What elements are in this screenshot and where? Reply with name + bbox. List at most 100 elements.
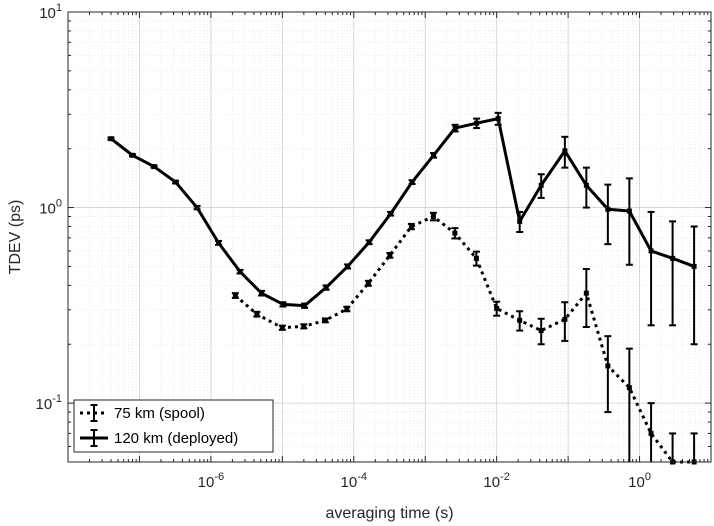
error-bar bbox=[321, 317, 329, 324]
data-point bbox=[323, 285, 329, 291]
data-point bbox=[254, 311, 260, 317]
series-0 bbox=[231, 211, 698, 465]
error-bar bbox=[625, 177, 633, 266]
error-bar bbox=[408, 179, 416, 185]
data-point bbox=[562, 316, 568, 322]
data-point bbox=[216, 240, 222, 246]
error-bar bbox=[279, 301, 287, 308]
error-bar bbox=[301, 302, 309, 309]
data-point bbox=[473, 255, 479, 261]
error-bar bbox=[215, 239, 223, 246]
data-point bbox=[517, 317, 523, 323]
data-point bbox=[670, 255, 676, 261]
legend-swatch-spool bbox=[80, 404, 108, 422]
data-point bbox=[388, 211, 394, 217]
error-bar bbox=[582, 166, 590, 209]
series-1 bbox=[107, 111, 698, 346]
error-bar bbox=[430, 152, 438, 159]
data-point bbox=[605, 363, 611, 369]
data-point bbox=[151, 164, 157, 170]
y-axis-label: TDEV (ps) bbox=[7, 200, 24, 275]
error-bar bbox=[150, 164, 158, 170]
x-axis-label: averaging time (s) bbox=[325, 505, 453, 522]
error-bar bbox=[231, 292, 239, 299]
legend-item-deployed: 120 km (deployed) bbox=[80, 429, 238, 447]
data-point bbox=[130, 152, 136, 158]
error-bar bbox=[129, 152, 137, 158]
error-bar bbox=[561, 301, 569, 342]
error-bar bbox=[300, 323, 308, 330]
error-bar bbox=[537, 317, 545, 346]
y-tick-base: 10 bbox=[39, 5, 56, 22]
x-tick-base: 10 bbox=[628, 474, 645, 491]
data-point bbox=[259, 290, 265, 296]
data-point bbox=[279, 325, 285, 331]
x-tick-exponent: -2 bbox=[500, 471, 510, 483]
data-point bbox=[280, 301, 286, 307]
error-bar bbox=[236, 268, 244, 275]
legend: 75 km (spool) 120 km (deployed) bbox=[73, 399, 274, 453]
error-bar bbox=[193, 204, 201, 211]
error-bar bbox=[407, 222, 415, 231]
data-point bbox=[344, 306, 350, 312]
y-tick-label: 100 bbox=[39, 198, 62, 218]
data-point bbox=[583, 290, 589, 296]
error-bar bbox=[472, 250, 480, 267]
error-bar bbox=[690, 225, 698, 346]
data-point bbox=[583, 182, 589, 188]
x-tick-label: 100 bbox=[628, 471, 651, 491]
data-point bbox=[452, 125, 458, 131]
data-point bbox=[108, 136, 114, 142]
error-bar bbox=[473, 117, 481, 130]
legend-swatch-deployed bbox=[80, 429, 108, 447]
error-bar bbox=[451, 123, 459, 133]
x-tick-label: 10-2 bbox=[483, 471, 509, 491]
data-point bbox=[232, 293, 238, 299]
error-bar bbox=[647, 402, 655, 462]
x-tick-exponent: -6 bbox=[214, 471, 224, 483]
y-tick-label: 101 bbox=[39, 2, 62, 22]
error-bar bbox=[364, 279, 372, 287]
y-tick-base: 10 bbox=[39, 201, 56, 218]
error-bar bbox=[278, 324, 286, 331]
error-bar bbox=[537, 173, 545, 199]
x-tick-base: 10 bbox=[198, 474, 215, 491]
error-bar bbox=[647, 210, 655, 327]
legend-item-spool: 75 km (spool) bbox=[80, 404, 205, 422]
x-tick-label: 10-4 bbox=[341, 471, 367, 491]
legend-label-spool: 75 km (spool) bbox=[114, 405, 205, 422]
data-point bbox=[538, 182, 544, 188]
error-bar bbox=[582, 268, 590, 329]
error-bar bbox=[344, 263, 352, 270]
error-bar bbox=[253, 310, 261, 318]
error-bar bbox=[604, 183, 612, 246]
data-point bbox=[691, 263, 697, 269]
error-bar bbox=[625, 347, 633, 462]
data-point bbox=[237, 269, 243, 275]
legend-label-deployed: 120 km (deployed) bbox=[114, 430, 238, 447]
y-tick-exponent: -1 bbox=[52, 393, 62, 405]
error-bar bbox=[107, 136, 115, 142]
error-bar bbox=[494, 111, 502, 126]
data-point bbox=[173, 179, 179, 185]
data-point bbox=[605, 206, 611, 212]
series-line bbox=[234, 215, 695, 464]
data-point bbox=[648, 248, 654, 254]
x-tick-exponent: -4 bbox=[357, 471, 367, 483]
error-bar bbox=[365, 239, 373, 246]
data-point bbox=[409, 179, 415, 185]
series-layer bbox=[107, 111, 698, 465]
error-bar bbox=[429, 211, 437, 222]
error-bar bbox=[493, 300, 501, 317]
data-point bbox=[366, 239, 372, 245]
error-bar bbox=[604, 335, 612, 414]
x-tick-base: 10 bbox=[483, 474, 500, 491]
data-point bbox=[301, 323, 307, 329]
error-bar bbox=[669, 220, 677, 327]
error-bar bbox=[516, 310, 524, 332]
error-bar bbox=[258, 289, 266, 297]
y-tick-base: 10 bbox=[36, 396, 53, 413]
data-point bbox=[430, 214, 436, 220]
